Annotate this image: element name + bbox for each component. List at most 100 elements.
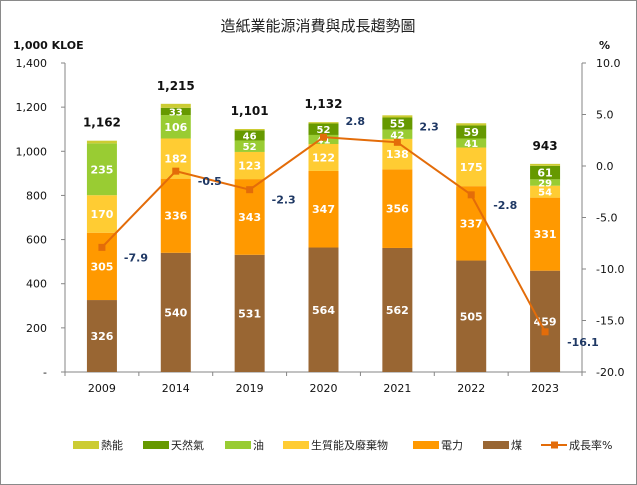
bar-segment <box>308 144 339 171</box>
bar-segment <box>234 130 265 141</box>
y2-tick-label: -20.0 <box>596 366 624 379</box>
bar-segment <box>160 178 191 253</box>
bar-segment <box>382 247 413 372</box>
y-tick-label: 1,200 <box>16 101 48 114</box>
chart-title: 造紙業能源消費與成長趨勢圖 <box>220 17 415 35</box>
bar-segment-label: 61 <box>537 167 552 180</box>
bar-segment <box>530 270 561 372</box>
bar-total-label: 1,132 <box>305 97 343 111</box>
y-tick-label: 1,400 <box>16 57 48 70</box>
bar-segment <box>382 115 413 118</box>
bar-segment <box>530 163 561 166</box>
bar-segment-label: 305 <box>90 260 113 273</box>
bar-segment-label: 337 <box>460 217 483 230</box>
y-tick-label: 800 <box>26 189 47 202</box>
bar-segment-label: 356 <box>386 203 409 216</box>
y-tick-label: 200 <box>26 322 47 335</box>
bar-segment-label: 331 <box>534 228 557 241</box>
bar-segment <box>456 260 487 372</box>
bar-segment <box>308 123 339 135</box>
bar-segment-label: 54 <box>538 188 552 199</box>
x-tick-label: 2022 <box>457 382 485 395</box>
legend-line-marker <box>551 441 558 449</box>
bar-segment <box>234 140 265 152</box>
bar-segment-label: 59 <box>464 126 479 139</box>
bar-segment <box>530 185 561 198</box>
growth-rate-label: 2.8 <box>346 115 366 128</box>
y2-tick-label: -10.0 <box>596 263 624 276</box>
bar-segment <box>160 115 191 139</box>
bar-segment <box>160 252 191 372</box>
x-tick-label: 2009 <box>88 382 116 395</box>
growth-line-marker <box>172 167 180 175</box>
bar-total-label: 1,101 <box>231 104 269 118</box>
bar-segment <box>86 143 117 196</box>
bar-segment-label: 170 <box>90 208 113 221</box>
growth-line-marker <box>246 186 254 194</box>
bar-segment <box>382 117 413 130</box>
y2-tick-label: 0.0 <box>596 160 614 173</box>
bar-segment-label: 46 <box>243 131 257 142</box>
bar-total-label: 1,162 <box>83 116 121 130</box>
growth-rate-label: -0.5 <box>198 175 222 188</box>
x-tick-label: 2023 <box>531 382 559 395</box>
bar-segment-label: 41 <box>317 135 331 146</box>
y-tick-label: 1,000 <box>16 145 48 158</box>
bar-segment <box>530 197 561 271</box>
growth-rate-label: -2.8 <box>493 199 517 212</box>
x-tick-label: 2014 <box>162 382 190 395</box>
growth-line: -7.9 -0.5 -2.3 2.8 2.3 -2.8 -16.1 <box>98 115 599 349</box>
bar-segment <box>86 195 117 233</box>
bar-segment <box>382 169 413 248</box>
bar-segment-label: 29 <box>538 179 552 190</box>
bar-segment <box>308 122 339 124</box>
legend-label: 熱能 <box>101 438 123 452</box>
bar-segment <box>234 128 265 131</box>
bar-segment-label: 41 <box>464 139 478 150</box>
bar-segment <box>86 300 117 372</box>
bar-segment <box>308 170 339 248</box>
bar-segment <box>234 254 265 372</box>
bar-segment-label: 564 <box>312 304 335 317</box>
bar-segment <box>456 186 487 261</box>
bar-segment <box>456 147 487 187</box>
bar-segment-label: 52 <box>317 125 331 136</box>
legend-label: 成長率% <box>569 438 612 452</box>
bar-segment-label: 343 <box>238 211 261 224</box>
bar-segment <box>456 123 487 126</box>
growth-rate-label: -2.3 <box>272 194 296 207</box>
growth-line-marker <box>393 138 401 146</box>
axes: - 200 400 600 800 1,000 1,200 1,400 10.0 5.0 0.0 -5… <box>16 57 625 395</box>
y-tick-label: - <box>43 366 47 379</box>
bar-segment <box>234 151 265 180</box>
bar-segment-label: 336 <box>164 210 187 223</box>
growth-rate-label: 2.3 <box>419 120 439 133</box>
y2-tick-label: -15.0 <box>596 315 624 328</box>
bar-segment-label: 182 <box>164 153 187 166</box>
bar-segment <box>456 125 487 139</box>
legend-label: 生質能及廢棄物 <box>311 438 388 452</box>
y-axis-unit-label: 1,000 KLOE <box>13 39 84 52</box>
legend-label: 天然氣 <box>171 438 204 452</box>
growth-rate-label: -16.1 <box>567 336 599 349</box>
bar-segment <box>382 129 413 139</box>
y-tick-label: 600 <box>26 234 47 247</box>
bar-segment-label: 540 <box>164 306 187 319</box>
legend-label: 電力 <box>441 439 463 452</box>
bar-total-label: 1,215 <box>157 79 195 93</box>
bar-segment <box>530 165 561 180</box>
bar-total-label: 943 <box>533 139 558 153</box>
growth-line-marker <box>320 133 327 141</box>
bar-segment-label: 122 <box>312 151 335 164</box>
bar-segment <box>456 138 487 148</box>
bar-segment-label: 531 <box>238 307 261 320</box>
bar-segment-label: 459 <box>534 315 557 328</box>
y2-tick-label: 10.0 <box>596 57 621 70</box>
x-tick-label: 2021 <box>383 382 411 395</box>
growth-line-marker <box>467 191 475 199</box>
bar-segment-label: 55 <box>390 118 405 131</box>
growth-line-marker <box>541 328 549 336</box>
bar-segment-label: 52 <box>243 142 257 153</box>
